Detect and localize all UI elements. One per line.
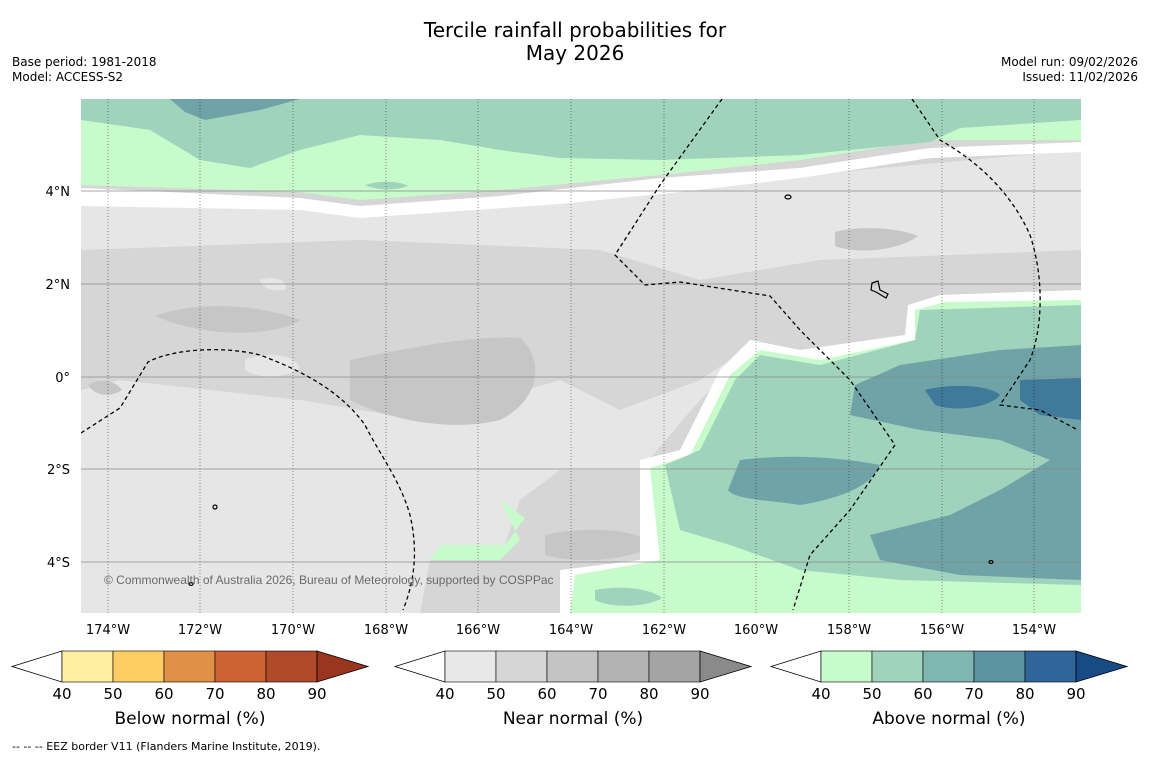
near-normal-60-patch [155, 306, 300, 333]
colorbar-tick-label: 60 [537, 685, 556, 703]
colorbar-tick-label: 90 [307, 685, 326, 703]
colorbar-tick-label: 80 [256, 685, 275, 703]
colorbar-tick-label: 50 [486, 685, 505, 703]
colorbar: 40 50 60 70 80 90 [393, 650, 753, 703]
colorbar-segment [214, 650, 267, 683]
colorbar-tick-label: 40 [435, 685, 454, 703]
colorbars: 40 50 60 70 80 90 40 50 60 70 80 90 40 50 60 70 80 90 [10, 650, 1129, 703]
colorbar-segment [163, 650, 216, 683]
colorbar-extend-right [316, 650, 370, 683]
above-normal-40-patch [725, 565, 750, 578]
lon-tick-label: 172°W [178, 623, 222, 638]
issued-text: Issued: 11/02/2026 [1022, 70, 1138, 84]
colorbar-tick-label: 40 [811, 685, 830, 703]
colorbar-tick-label: 60 [154, 685, 173, 703]
lon-tick-label: 170°W [271, 623, 315, 638]
colorbar-segment [597, 650, 650, 683]
longitude-tick-labels: 174°W 172°W 170°W 168°W 166°W 164°W 162°W 160°W… [86, 623, 1056, 638]
near-normal-40-patch [245, 354, 300, 377]
above-normal-70-patch [925, 385, 1000, 409]
colorbar-segment [820, 650, 873, 683]
title-line-2: May 2026 [525, 41, 625, 65]
lon-tick-label: 164°W [549, 623, 593, 638]
lon-tick-label: 168°W [364, 623, 408, 638]
near-normal-60-patch [88, 380, 122, 395]
colorbar-tick-label: 80 [639, 685, 658, 703]
above-normal-50-region [81, 99, 1081, 168]
colorbar-segment [871, 650, 924, 683]
colorbar-extend-left [769, 650, 822, 683]
colorbar-tick-label: 80 [1015, 685, 1034, 703]
above-normal-50-patch [365, 181, 408, 190]
lat-tick-label: 0° [55, 371, 70, 386]
lon-tick-label: 166°W [456, 623, 500, 638]
lon-tick-label: 174°W [86, 623, 130, 638]
lon-tick-label: 156°W [920, 623, 964, 638]
model-run-text: Model run: 09/02/2026 [1000, 55, 1138, 69]
colorbar-segment [265, 650, 318, 683]
above-normal-40-patch [430, 500, 525, 560]
base-period-text: Base period: 1981-2018 [12, 55, 157, 69]
colorbar-segment [648, 650, 701, 683]
latitude-gridlines [81, 190, 1081, 563]
lat-tick-label: 2°S [47, 463, 70, 478]
model-text: Model: ACCESS-S2 [12, 70, 124, 84]
above-normal-60-patch [170, 99, 300, 120]
colorbar-tick-label: 50 [862, 685, 881, 703]
colorbar-extend-left [393, 650, 446, 683]
near-normal-50-patch [81, 240, 1081, 420]
near-normal-60-patch [545, 529, 655, 561]
meta-right: Model run: 09/02/2026 Issued: 11/02/2026 [1001, 55, 1138, 85]
title-line-1: Tercile rainfall probabilities for [423, 18, 727, 42]
map-area: © Commonwealth of Australia 2026, Bureau… [81, 99, 1081, 613]
colorbar: 40 50 60 70 80 90 [769, 650, 1129, 703]
colorbar-segment [495, 650, 548, 683]
no-signal-band [81, 142, 1081, 218]
latitude-tick-labels: 4°N 2°N 0° 2°S 4°S [46, 185, 71, 571]
colorbar-segment [1024, 650, 1077, 683]
lon-tick-label: 158°W [827, 623, 871, 638]
above-normal-50-patch [595, 587, 662, 606]
colorbar-tick-label: 90 [1066, 685, 1085, 703]
near-normal-60-patch [835, 228, 918, 251]
eez-legend-note: -- -- -- EEZ border V11 (Flanders Marine… [12, 740, 321, 753]
colorbar: 40 50 60 70 80 90 [10, 650, 370, 703]
colorbar-extend-left [10, 650, 63, 683]
colorbar-tick-label: 90 [690, 685, 709, 703]
eez-borders [81, 99, 1079, 611]
colorbar-label-below: Below normal (%) [114, 709, 266, 729]
near-normal-60-patch [350, 337, 536, 425]
colorbar-label-above: Above normal (%) [872, 709, 1026, 729]
colorbar-segment [444, 650, 497, 683]
copyright-notice: © Commonwealth of Australia 2026, Bureau… [104, 573, 554, 587]
lat-tick-label: 4°S [47, 556, 70, 571]
lat-tick-label: 2°N [46, 278, 71, 293]
colorbar-tick-label: 70 [588, 685, 607, 703]
colorbar-tick-label: 70 [205, 685, 224, 703]
lon-tick-label: 154°W [1012, 623, 1056, 638]
colorbar-tick-label: 60 [913, 685, 932, 703]
lon-tick-label: 160°W [734, 623, 778, 638]
colorbar-extend-right [1075, 650, 1129, 683]
lon-tick-label: 162°W [642, 623, 686, 638]
meta-left: Base period: 1981-2018 Model: ACCESS-S2 [12, 55, 157, 85]
above-normal-60-region [850, 345, 1081, 580]
colorbar-segment [61, 650, 114, 683]
colorbar-extend-right [699, 650, 753, 683]
colorbar-label-near: Near normal (%) [502, 709, 644, 729]
colorbar-segment [973, 650, 1026, 683]
colorbar-segment [922, 650, 975, 683]
colorbar-segment [112, 650, 165, 683]
islands [188, 194, 994, 587]
lat-tick-label: 4°N [46, 185, 71, 200]
colorbar-segment [546, 650, 599, 683]
colorbar-tick-label: 40 [52, 685, 71, 703]
colorbar-tick-label: 70 [964, 685, 983, 703]
colorbar-tick-label: 50 [103, 685, 122, 703]
near-normal-40-patch [230, 537, 280, 550]
near-normal-40-patch [274, 461, 365, 514]
map-title: Tercile rainfall probabilities for May 2… [0, 19, 1150, 65]
